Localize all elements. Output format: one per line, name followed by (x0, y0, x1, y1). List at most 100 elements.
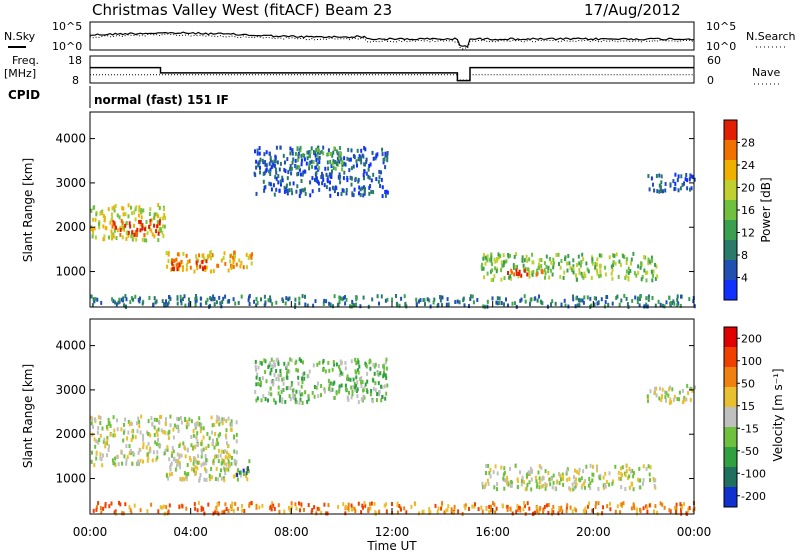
velocity-cell (346, 376, 348, 381)
velocity-cell (161, 505, 164, 510)
power-cell (500, 268, 503, 273)
velocity-cell (566, 503, 569, 508)
velocity-cell (542, 483, 545, 488)
power-cell (596, 271, 599, 276)
velocity-cell (529, 466, 532, 471)
power-cell (291, 191, 294, 196)
power-cell (637, 264, 640, 269)
power-cell (330, 164, 333, 168)
power-cell (657, 299, 660, 304)
velocity-cell (418, 511, 420, 516)
power-cell (383, 157, 386, 162)
velocity-cell (211, 475, 213, 480)
velocity-cell (130, 510, 133, 515)
power-cell (272, 162, 275, 167)
power-cell (195, 257, 198, 262)
velocity-cell (274, 400, 277, 405)
velocity-cell (270, 379, 273, 384)
power-cell (162, 234, 165, 239)
power-cell (320, 175, 323, 179)
velocity-cell (659, 501, 662, 506)
velocity-cell (376, 371, 379, 376)
velocity-cell (200, 463, 203, 468)
velocity-cell (566, 468, 568, 473)
power-cell (381, 147, 384, 152)
velocity-cell (463, 504, 466, 509)
power-cell (333, 189, 336, 193)
power-cell (690, 174, 693, 179)
power-cell (365, 160, 368, 164)
velocity-cell (182, 441, 185, 446)
power-cell (652, 269, 655, 274)
velocity-cell (106, 453, 108, 458)
power-cell (625, 274, 628, 279)
velocity-cell (106, 438, 109, 443)
power-cell (486, 299, 489, 304)
power-cell (222, 296, 225, 301)
velocity-cell (255, 382, 258, 387)
velocity-cell (277, 377, 280, 382)
velocity-cell (273, 398, 276, 403)
power-cell (647, 174, 650, 178)
velocity-cell (675, 502, 678, 507)
power-cell (299, 148, 302, 153)
velocity-cell (217, 502, 220, 507)
velocity-cell (277, 391, 280, 396)
power-cell (376, 294, 379, 299)
power-cell (211, 253, 214, 258)
velocity-cell (573, 506, 576, 511)
velocity-cell (269, 504, 272, 509)
power-cell (203, 267, 206, 272)
power-cell (330, 152, 332, 156)
power-cell (167, 259, 170, 264)
power-cell (278, 167, 281, 172)
velocity-cell (230, 423, 233, 428)
power-cell (345, 297, 348, 302)
velocity-cell (517, 485, 520, 490)
power-cell (643, 268, 646, 273)
velocity-cell (288, 369, 291, 374)
power-cell (445, 302, 448, 307)
velocity-cell (295, 367, 298, 372)
power-cell (643, 255, 646, 260)
power-cell (265, 150, 268, 155)
power-cell (212, 269, 215, 274)
power-cell (355, 302, 357, 307)
power-cell (579, 263, 582, 268)
power-cell (441, 295, 444, 300)
power-cell (213, 302, 216, 307)
power-cell (248, 295, 250, 300)
power-cell (107, 207, 110, 212)
velocity-cell (287, 361, 290, 366)
velocity-cell (204, 453, 207, 458)
velocity-cell (385, 357, 388, 362)
velocity-cell (354, 387, 357, 392)
velocity-cell (661, 502, 664, 507)
power-cell (513, 254, 516, 259)
velocity-cell (385, 375, 388, 380)
velocity-cell (507, 482, 510, 487)
power-cell (656, 189, 659, 194)
velocity-cell (194, 456, 197, 461)
velocity-cell (664, 395, 667, 399)
velocity-cell (355, 370, 358, 375)
power-cell (569, 265, 572, 270)
velocity-cell (288, 394, 291, 399)
velocity-cell (485, 471, 487, 475)
velocity-cell (377, 381, 380, 386)
velocity-cell (197, 454, 200, 459)
power-cell (559, 265, 562, 270)
velocity-cell (223, 467, 226, 472)
velocity-cell (527, 470, 530, 475)
power-cell (534, 296, 537, 301)
power-cell (535, 272, 538, 277)
power-cell (308, 166, 311, 171)
power-cell (644, 271, 647, 276)
velocity-cell (542, 476, 545, 481)
power-cell (232, 260, 235, 265)
velocity-cell (280, 389, 283, 394)
power-cell (336, 156, 339, 161)
velocity-cell (384, 396, 387, 401)
power-cell (486, 254, 489, 259)
velocity-cell (578, 467, 581, 472)
